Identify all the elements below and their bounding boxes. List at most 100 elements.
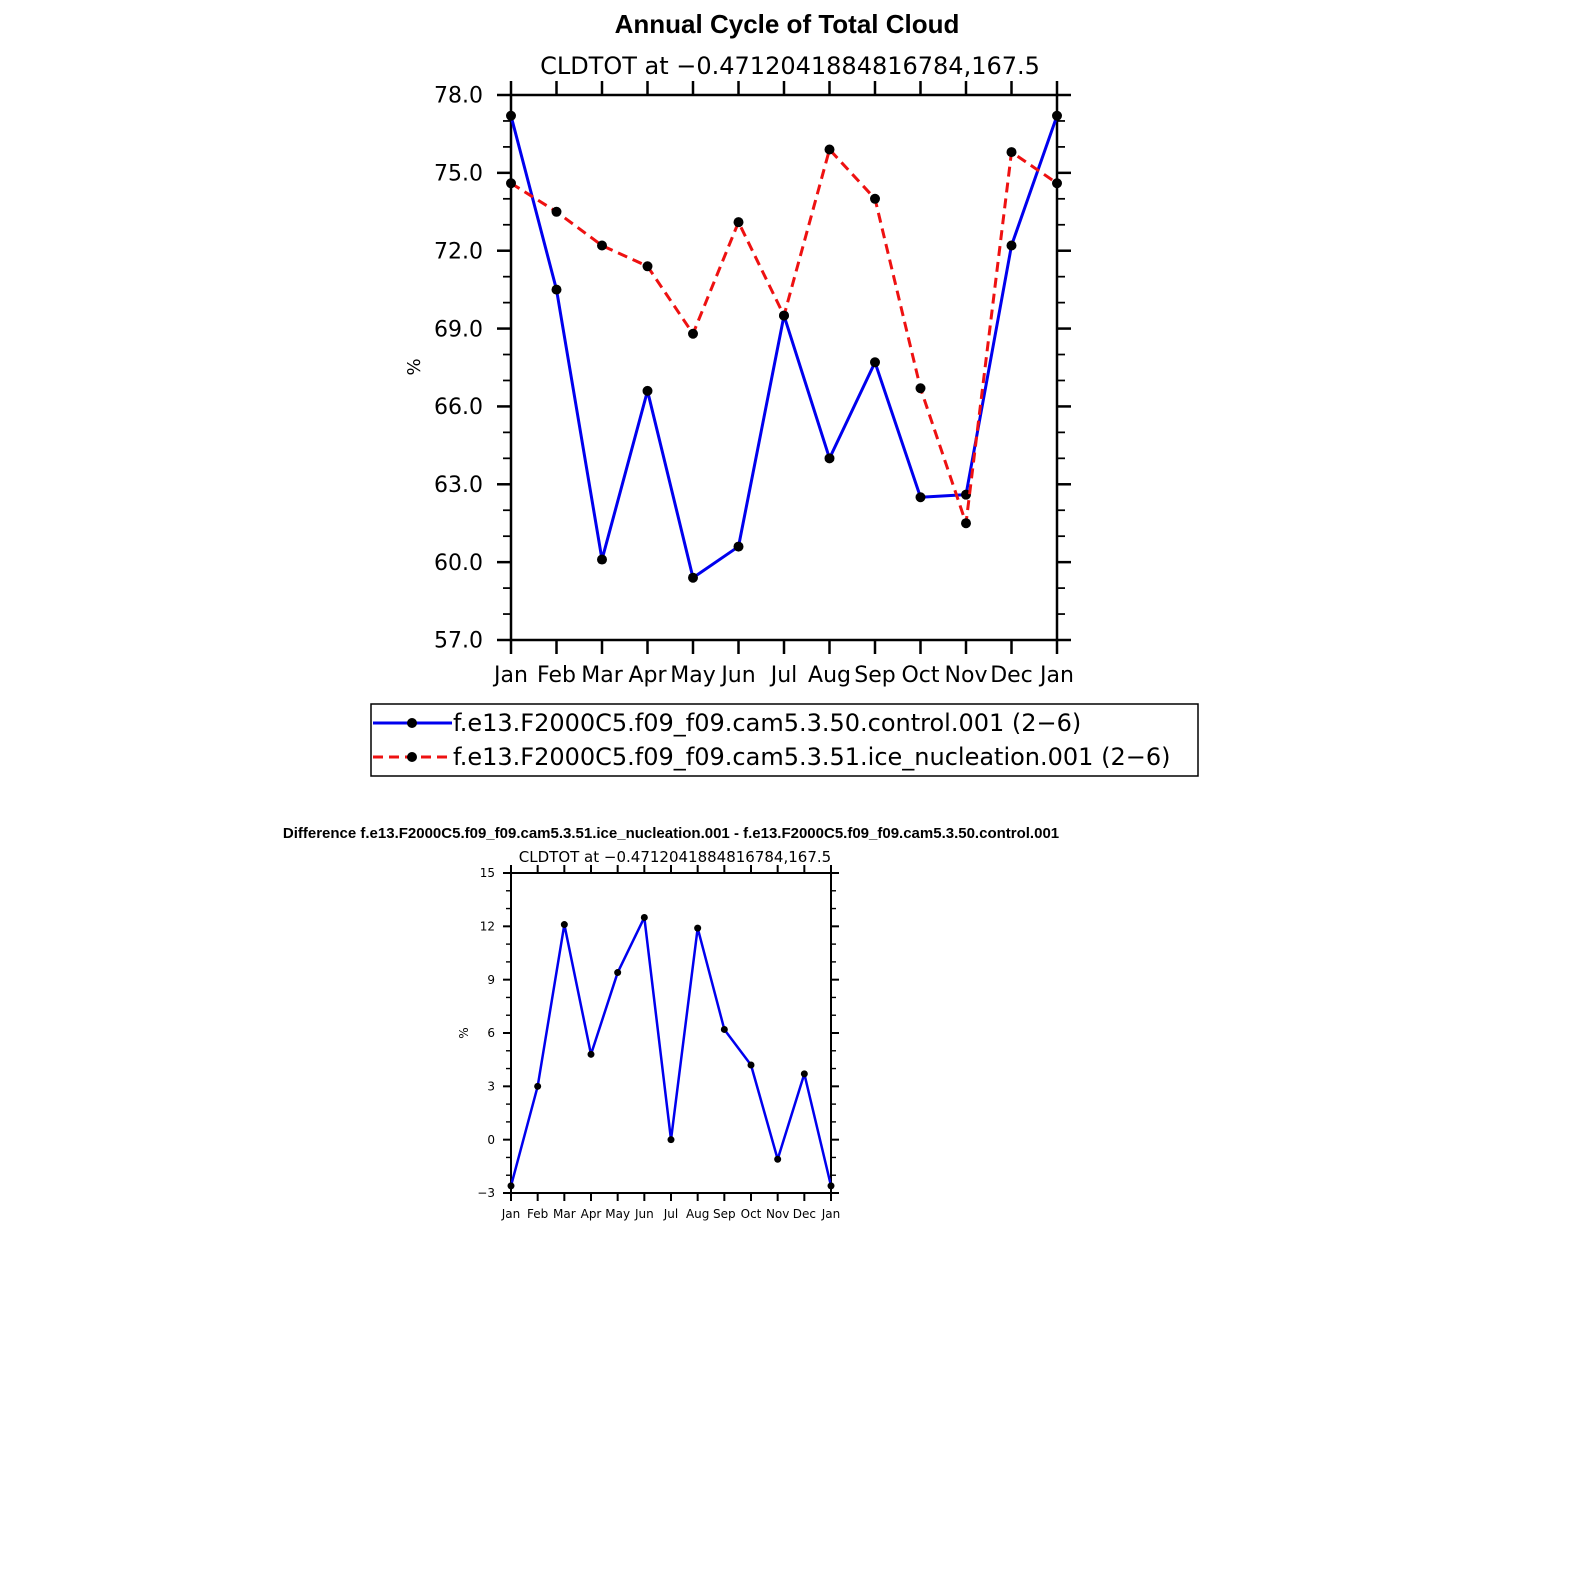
y-tick-label: −3 [477,1186,495,1200]
data-point [827,1182,835,1190]
series-line-0 [509,115,1059,580]
data-point [733,217,744,228]
data-point [507,1182,515,1190]
data-point [694,924,702,932]
series-group [506,110,1062,583]
x-tick-label: Nov [766,1207,789,1221]
x-tick-label: May [605,1207,630,1221]
data-point [506,178,516,189]
data-point [747,1061,755,1069]
series-line-0 [509,916,833,1187]
data-point [614,969,622,977]
data-point [870,357,880,368]
x-tick-label: Aug [686,1207,709,1221]
legend-entry-control: f.e13.F2000C5.f09_f09.cam5.3.50.control.… [373,709,1081,737]
annual-cycle-chart: Annual Cycle of Total Cloud CLDTOT at −0… [370,9,1199,777]
data-point [551,284,562,295]
data-point [688,328,698,339]
data-point [1052,110,1062,121]
data-point [560,921,568,929]
data-point [534,1082,542,1090]
x-tick-label: Jan [821,1207,841,1221]
axes: Jan Feb Mar Apr May Jun Jul Aug Sep Oct Nov Dec Jan5… [434,81,1074,688]
difference-chart: Difference f.e13.F2000C5.f09_f09.cam5.3.… [283,825,1059,1221]
y-tick-label: 6 [487,1026,495,1040]
x-tick-label: Apr [581,1207,602,1221]
data-point [800,1070,808,1078]
legend-marker-ice-nucleation [407,752,417,762]
y-tick-label: 15 [480,866,495,880]
y-tick-label: 12 [480,920,495,934]
x-tick-label: Sep [713,1207,736,1221]
data-point [774,1155,782,1163]
difference-chart-subtitle: CLDTOT at −0.4712041884816784,167.5 [519,848,831,866]
y-tick-label: 72.0 [434,239,483,264]
legend-label-ice-nucleation: f.e13.F2000C5.f09_f09.cam5.3.51.ice_nucl… [453,743,1170,771]
x-tick-label: Mar [581,663,623,688]
data-point [915,492,926,503]
data-point [688,572,698,583]
data-point [720,1025,728,1033]
y-tick-label: 0 [487,1133,495,1147]
data-point [640,913,648,921]
y-tick-label: 66.0 [434,395,483,420]
y-tick-label: 63.0 [434,473,483,498]
data-point [551,206,562,217]
legend-entry-ice-nucleation: f.e13.F2000C5.f09_f09.cam5.3.51.ice_nucl… [373,743,1170,771]
x-tick-label: May [670,663,715,688]
data-point [961,518,971,529]
data-point [1006,147,1017,158]
x-tick-label: Nov [945,663,988,688]
x-tick-label: Aug [808,663,851,688]
y-tick-label: 60.0 [434,551,483,576]
difference-chart-title: Difference f.e13.F2000C5.f09_f09.cam5.3.… [283,825,1059,842]
y-tick-label: 78.0 [434,84,483,109]
x-tick-label: Mar [553,1207,576,1221]
data-point [779,310,789,321]
x-tick-label: Jan [492,663,528,688]
x-tick-label: Dec [793,1207,816,1221]
data-point [870,193,880,204]
data-point [667,1136,675,1144]
data-point [597,240,607,251]
data-point [1006,240,1017,251]
x-tick-label: Oct [741,1207,762,1221]
y-tick-label: 57.0 [434,629,483,654]
x-tick-label: Oct [901,663,939,688]
series-line-1 [510,148,1058,525]
data-point [824,144,835,155]
data-point [1052,178,1062,189]
difference-axes: Jan Feb Mar Apr May Jun Jul Aug Sep Oct Nov Dec Jan−… [477,865,840,1221]
data-point [642,385,653,396]
legend-label-control: f.e13.F2000C5.f09_f09.cam5.3.50.control.… [453,709,1081,737]
y-axis-label: % [404,358,425,375]
x-tick-label: Jun [634,1207,654,1221]
x-tick-label: Sep [854,663,895,688]
y-tick-label: 3 [487,1080,495,1094]
data-point [915,383,926,394]
legend-marker-control [407,718,417,728]
x-tick-label: Jul [769,663,798,688]
x-tick-label: Jul [663,1207,678,1221]
legend-frame [370,703,1199,777]
chart-title: Annual Cycle of Total Cloud [615,9,960,39]
x-tick-label: Dec [990,663,1033,688]
data-point [597,554,607,565]
data-point [642,261,653,272]
difference-series-group [507,913,835,1190]
chart-subtitle: CLDTOT at −0.4712041884816784,167.5 [540,52,1040,80]
difference-y-axis-label: % [457,1027,471,1038]
y-tick-label: 9 [487,973,495,987]
x-tick-label: Jan [501,1207,521,1221]
data-point [587,1050,595,1058]
x-tick-label: Feb [527,1207,548,1221]
legend: f.e13.F2000C5.f09_f09.cam5.3.50.control.… [370,703,1199,777]
x-tick-label: Feb [537,663,576,688]
plot-frame [509,93,1059,642]
data-point [733,541,744,552]
data-point [824,453,835,464]
y-tick-label: 75.0 [434,162,483,187]
y-tick-label: 69.0 [434,317,483,342]
x-tick-label: Jun [719,663,755,688]
